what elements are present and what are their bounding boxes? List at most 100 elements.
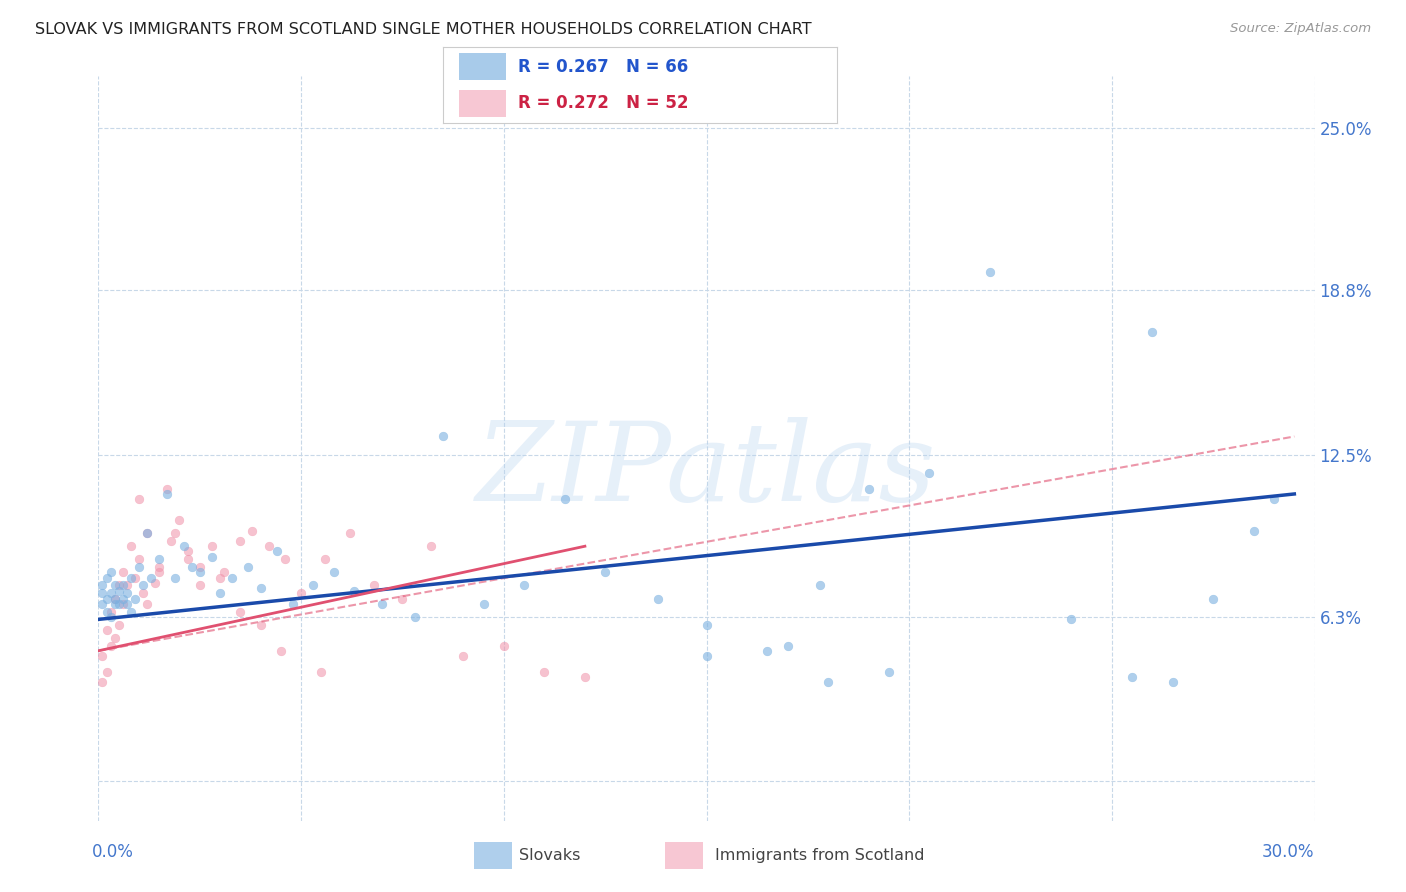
Point bbox=[593, 566, 616, 580]
Point bbox=[136, 526, 159, 541]
Point bbox=[107, 597, 129, 611]
Text: R = 0.267   N = 66: R = 0.267 N = 66 bbox=[517, 58, 688, 76]
Point bbox=[104, 597, 127, 611]
Point bbox=[229, 534, 252, 549]
Point bbox=[165, 526, 187, 541]
Text: ZIPatlas: ZIPatlas bbox=[477, 417, 936, 524]
Point bbox=[148, 560, 170, 574]
Point bbox=[148, 552, 170, 566]
Bar bbox=[665, 842, 703, 869]
Point bbox=[212, 566, 235, 580]
Text: 30.0%: 30.0% bbox=[1263, 843, 1315, 861]
Point bbox=[156, 482, 179, 496]
Point bbox=[419, 539, 441, 553]
Point bbox=[176, 544, 198, 558]
Point bbox=[91, 648, 114, 663]
Point bbox=[533, 665, 555, 679]
Point bbox=[808, 578, 831, 592]
Point bbox=[472, 597, 495, 611]
Point bbox=[257, 539, 280, 553]
Point bbox=[756, 644, 779, 658]
Point bbox=[124, 571, 146, 585]
Point bbox=[1060, 612, 1083, 626]
Point bbox=[143, 575, 166, 590]
Point bbox=[91, 578, 114, 592]
Point bbox=[492, 639, 515, 653]
Point bbox=[104, 591, 127, 606]
Point bbox=[311, 665, 333, 679]
Point bbox=[188, 578, 211, 592]
Point bbox=[111, 591, 134, 606]
Point bbox=[1263, 492, 1285, 507]
Point bbox=[180, 560, 202, 574]
Point bbox=[817, 675, 839, 690]
Point bbox=[136, 597, 159, 611]
Point bbox=[1202, 591, 1225, 606]
Point bbox=[290, 586, 312, 600]
Point bbox=[201, 539, 224, 553]
Point bbox=[776, 639, 799, 653]
Point bbox=[100, 639, 122, 653]
Text: Immigrants from Scotland: Immigrants from Scotland bbox=[716, 848, 925, 863]
Text: Source: ZipAtlas.com: Source: ZipAtlas.com bbox=[1230, 22, 1371, 36]
Point bbox=[139, 571, 162, 585]
Point bbox=[100, 566, 122, 580]
Point bbox=[96, 665, 118, 679]
Point bbox=[249, 581, 271, 595]
Point bbox=[132, 578, 155, 592]
Point bbox=[554, 492, 576, 507]
Point bbox=[107, 583, 129, 598]
Point bbox=[120, 605, 142, 619]
Bar bbox=[458, 54, 506, 80]
Point bbox=[115, 578, 138, 592]
Point bbox=[647, 591, 669, 606]
Point bbox=[100, 609, 122, 624]
Point bbox=[104, 631, 127, 645]
Point bbox=[128, 552, 150, 566]
Point bbox=[314, 552, 336, 566]
Point bbox=[160, 534, 183, 549]
Point bbox=[979, 265, 1001, 279]
Point bbox=[100, 605, 122, 619]
Point bbox=[209, 586, 232, 600]
Point bbox=[156, 487, 179, 501]
Point bbox=[111, 597, 134, 611]
Point bbox=[91, 597, 114, 611]
Point bbox=[136, 526, 159, 541]
Point bbox=[176, 552, 198, 566]
Point bbox=[1243, 524, 1265, 538]
Point bbox=[242, 524, 264, 538]
Point bbox=[877, 665, 900, 679]
Point bbox=[111, 566, 134, 580]
Point bbox=[169, 513, 191, 527]
Point bbox=[371, 597, 394, 611]
Point bbox=[858, 482, 880, 496]
Point bbox=[96, 591, 118, 606]
Text: 0.0%: 0.0% bbox=[91, 843, 134, 861]
Point bbox=[132, 586, 155, 600]
Point bbox=[209, 571, 232, 585]
Point bbox=[574, 670, 596, 684]
Text: SLOVAK VS IMMIGRANTS FROM SCOTLAND SINGLE MOTHER HOUSEHOLDS CORRELATION CHART: SLOVAK VS IMMIGRANTS FROM SCOTLAND SINGL… bbox=[35, 22, 811, 37]
Bar bbox=[458, 90, 506, 117]
Point bbox=[96, 571, 118, 585]
Point bbox=[107, 578, 129, 592]
Point bbox=[165, 571, 187, 585]
Point bbox=[918, 466, 941, 480]
Point bbox=[696, 617, 718, 632]
Point bbox=[188, 566, 211, 580]
Point bbox=[96, 605, 118, 619]
Point bbox=[96, 623, 118, 637]
Point bbox=[266, 544, 288, 558]
Point bbox=[107, 617, 129, 632]
Point bbox=[432, 429, 454, 443]
Point bbox=[120, 571, 142, 585]
Point bbox=[188, 560, 211, 574]
Point bbox=[363, 578, 385, 592]
Point bbox=[115, 586, 138, 600]
Point bbox=[391, 591, 413, 606]
Point bbox=[339, 526, 361, 541]
Point bbox=[404, 609, 426, 624]
Text: R = 0.272   N = 52: R = 0.272 N = 52 bbox=[517, 95, 688, 112]
Point bbox=[343, 583, 366, 598]
